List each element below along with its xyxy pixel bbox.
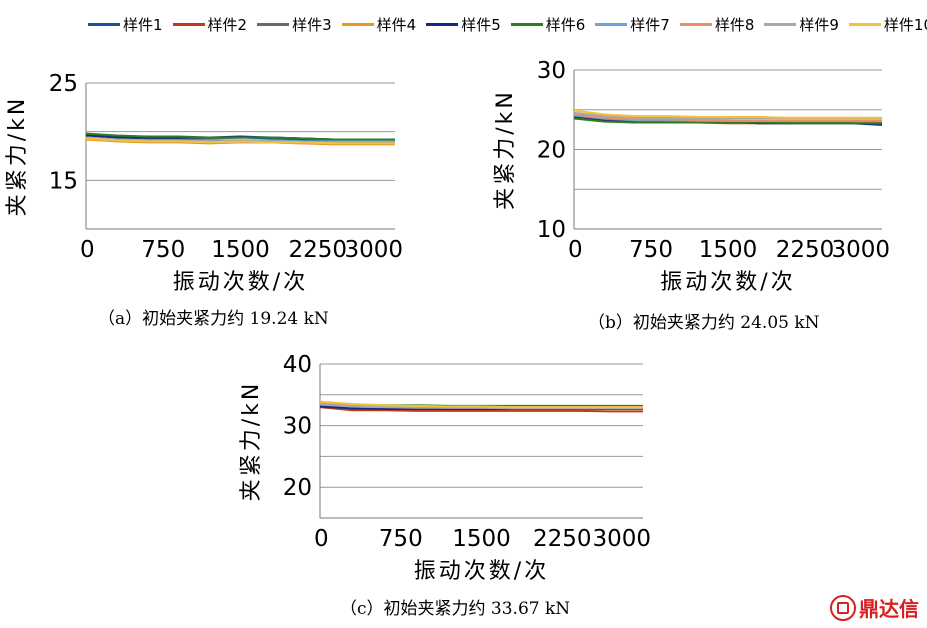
legend-item: 样件4 xyxy=(341,14,417,35)
caption-a: （a）初始夹紧力约 19.24 kN xyxy=(98,309,329,329)
y-tick-label: 20 xyxy=(283,475,312,501)
series-line xyxy=(85,132,395,141)
legend-item: 样件7 xyxy=(595,14,670,35)
legend-swatch xyxy=(595,23,628,26)
x-tick-label: 2250 xyxy=(776,237,835,263)
x-tick-label: 0 xyxy=(568,237,583,263)
legend-item: 样件8 xyxy=(679,14,755,35)
legend-item: 样件6 xyxy=(510,14,586,35)
caption-b: （b）初始夹紧力约 24.05 kN xyxy=(588,313,820,333)
y-tick-label: 10 xyxy=(537,217,566,243)
legend-swatch xyxy=(510,23,543,26)
series-line xyxy=(573,117,882,125)
legend-item: 样件3 xyxy=(257,14,332,35)
legend-label: 样件4 xyxy=(376,16,417,34)
x-tick-label: 750 xyxy=(379,526,423,552)
legend-swatch xyxy=(172,23,205,26)
legend-swatch xyxy=(426,23,459,26)
legend-swatch xyxy=(341,23,374,26)
y-tick-label: 30 xyxy=(283,414,312,440)
series-line xyxy=(319,403,643,410)
x-axis-title: 振动次数/次 xyxy=(660,270,795,295)
legend-item: 样件2 xyxy=(172,14,248,35)
logo-icon xyxy=(830,594,856,621)
x-tick-label: 1500 xyxy=(699,237,758,263)
x-tick-label: 750 xyxy=(141,237,185,263)
legend-swatch xyxy=(257,23,290,26)
x-axis-title: 振动次数/次 xyxy=(414,559,549,584)
legend-label: 样件3 xyxy=(292,16,332,34)
y-tick-label: 20 xyxy=(537,138,566,164)
x-tick-label: 3000 xyxy=(344,237,403,263)
legend-label: 样件1 xyxy=(123,16,163,34)
x-tick-label: 3000 xyxy=(831,237,890,263)
legend-label: 样件6 xyxy=(545,16,586,34)
legend-label: 样件7 xyxy=(630,16,670,34)
y-tick-label: 40 xyxy=(283,352,312,378)
x-tick-label: 3000 xyxy=(592,526,651,552)
watermark-logo: 鼎达信 xyxy=(830,593,919,622)
x-tick-label: 0 xyxy=(314,526,329,552)
series-line xyxy=(85,137,395,145)
y-tick-label: 25 xyxy=(49,71,78,97)
series-line xyxy=(319,400,643,409)
legend-swatch xyxy=(88,23,120,26)
legend-label: 样件5 xyxy=(461,16,501,34)
y-tick-label: 30 xyxy=(537,58,566,84)
caption-c: （c）初始夹紧力约 33.67 kN xyxy=(340,599,571,619)
series-line xyxy=(573,113,882,122)
x-tick-label: 1500 xyxy=(211,237,270,263)
legend-label: 样件2 xyxy=(207,16,248,34)
legend-swatch xyxy=(764,23,797,26)
legend-item: 样件9 xyxy=(764,14,839,35)
watermark-text: 鼎达信 xyxy=(859,597,919,621)
legend-swatch xyxy=(679,23,712,26)
legend-label: 样件8 xyxy=(714,16,755,34)
x-axis-title: 振动次数/次 xyxy=(173,270,308,295)
x-tick-label: 750 xyxy=(629,237,673,263)
x-tick-label: 2250 xyxy=(533,526,592,552)
x-tick-label: 0 xyxy=(80,237,95,263)
legend-item: 样件5 xyxy=(426,14,501,35)
y-axis-title: 夹紧力/kN xyxy=(493,89,518,210)
x-tick-label: 2250 xyxy=(288,237,347,263)
y-axis-title: 夹紧力/kN xyxy=(239,381,264,502)
x-tick-label: 1500 xyxy=(452,526,511,552)
legend-item: 样件1 xyxy=(88,14,163,35)
legend-label: 样件9 xyxy=(799,16,839,34)
series-line xyxy=(573,109,882,119)
series-line xyxy=(319,406,643,413)
y-tick-label: 15 xyxy=(49,168,78,194)
legend-swatch xyxy=(848,23,881,26)
y-axis-title: 夹紧力/kN xyxy=(5,96,30,217)
